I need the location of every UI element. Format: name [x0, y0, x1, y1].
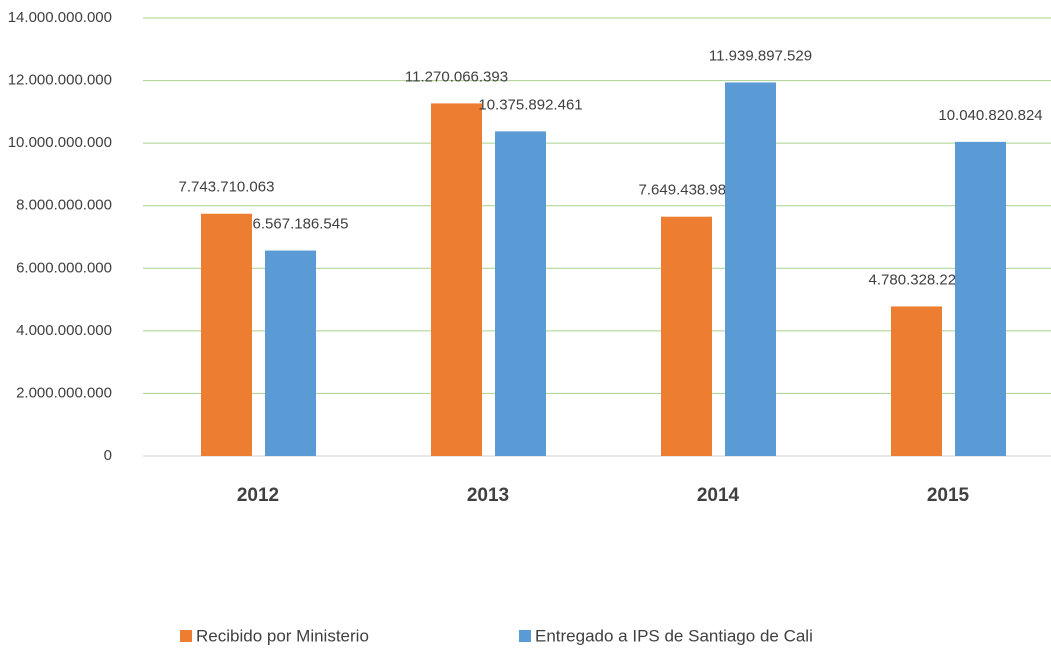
data-label: 11.939.897.529: [709, 47, 812, 64]
y-tick-label: 8.000.000.000: [16, 197, 112, 214]
x-tick-label: 2012: [237, 485, 279, 506]
data-label: 7.649.438.985: [639, 182, 735, 199]
data-label: 10.040.820.824: [938, 107, 1042, 124]
bar: [725, 82, 776, 456]
y-tick-label: 6.000.000.000: [16, 259, 112, 276]
data-label: 11.270.066.393: [405, 68, 508, 85]
data-label: 10.375.892.461: [478, 96, 582, 113]
y-tick-label: 12.000.000.000: [8, 72, 112, 89]
data-label: 6.567.186.545: [253, 216, 349, 233]
x-tick-label: 2013: [467, 485, 509, 506]
legend-swatch: [180, 630, 192, 642]
y-tick-label: 2.000.000.000: [16, 384, 112, 401]
legend-swatch: [519, 630, 531, 642]
data-label: 7.743.710.063: [179, 179, 275, 196]
bar: [495, 131, 546, 456]
y-tick-label: 0: [104, 447, 112, 464]
bar: [265, 250, 316, 456]
y-tick-label: 4.000.000.000: [16, 322, 112, 339]
legend-label: Entregado a IPS de Santiago de Cali: [535, 626, 813, 645]
y-tick-label: 10.000.000.000: [8, 134, 112, 151]
x-tick-label: 2014: [697, 485, 740, 506]
y-tick-label: 14.000.000.000: [8, 9, 112, 26]
data-label: 4.780.328.224: [869, 271, 965, 288]
bar: [955, 141, 1006, 456]
bar: [891, 306, 942, 456]
legend-label: Recibido por Ministerio: [196, 626, 369, 645]
bar: [431, 103, 482, 456]
bar: [201, 213, 252, 456]
bar: [661, 216, 712, 456]
x-tick-label: 2015: [927, 485, 970, 506]
